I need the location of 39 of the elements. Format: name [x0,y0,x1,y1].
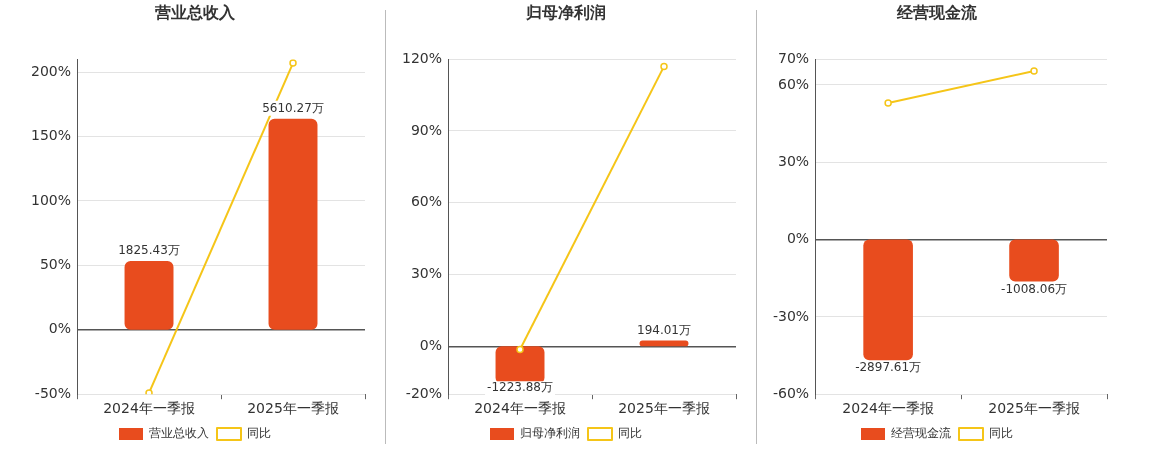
legend-label: 归母净利润 [520,426,580,441]
y-tick-label: 0% [786,230,810,247]
x-tick-label: 2024年一季报 [103,400,195,417]
data-label: 1825.43万 [118,243,180,258]
y-tick-label: 0% [48,320,72,337]
y-tick-label: 30% [410,265,443,282]
y-tick-label: 90% [410,121,443,138]
chart-title: 归母净利润 [525,2,606,22]
data-label: 5610.27万 [262,100,324,115]
x-tick-label: 2025年一季报 [988,400,1080,417]
data-label: -2897.61万 [855,360,922,375]
y-tick-label: 30% [778,152,810,169]
y-tick-label: 60% [778,75,810,92]
y-tick-label: -30% [773,307,810,324]
data-label: -1008.06万 [1001,281,1068,296]
legend-label: 同比 [989,426,1013,441]
x-tick-label: 2025年一季报 [618,400,710,417]
y-tick-label: -60% [773,384,810,401]
x-tick-label: 2024年一季报 [474,400,566,417]
y-tick-label: 60% [410,193,443,210]
x-tick-label: 2025年一季报 [247,400,339,417]
y-tick-label: 100% [30,191,72,208]
y-tick-label: 0% [419,336,443,353]
y-tick-label: 70% [778,49,810,66]
y-tick-label: -20% [405,384,443,401]
legend-label: 同比 [618,426,642,441]
data-label: -1223.88万 [487,380,553,395]
y-tick-label: 200% [30,62,72,79]
chart-title: 营业总收入 [154,2,236,22]
y-tick-label: 120% [401,49,443,66]
data-label: 194.01万 [637,322,692,337]
x-tick-label: 2024年一季报 [842,400,934,417]
chart-title: 经营现金流 [896,2,978,22]
legend-label: 营业总收入 [149,426,209,441]
legend-label: 同比 [247,426,271,441]
y-tick-label: -50% [34,384,72,401]
y-tick-label: 150% [30,127,72,144]
y-tick-label: 50% [39,255,72,272]
legend-label: 经营现金流 [891,426,951,441]
